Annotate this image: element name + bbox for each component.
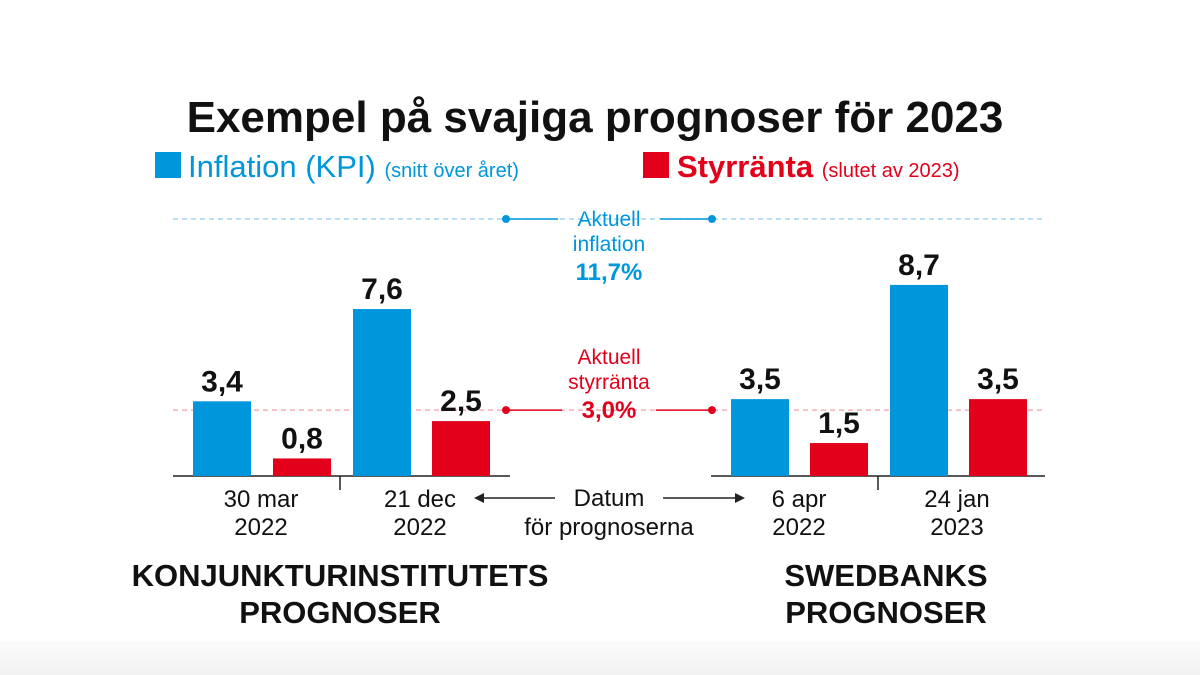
reference-value-styrranta: 3,0% — [582, 397, 637, 424]
x-tick-label: 2023 — [930, 514, 983, 541]
legend-note-styrranta: (slutet av 2023) — [822, 160, 960, 182]
group-title: SWEDBANKS — [784, 558, 987, 593]
legend-note-inflation: (snitt över året) — [384, 160, 518, 182]
x-tick-label: 24 jan — [924, 486, 989, 513]
data-label-styrranta: 2,5 — [440, 385, 482, 418]
group-title: KONJUNKTURINSTITUTETS — [132, 558, 549, 593]
x-tick-label: 2022 — [772, 514, 825, 541]
legend-label-inflation: Inflation — [188, 149, 305, 184]
group-title: PROGNOSER — [239, 595, 441, 630]
connector-dot — [708, 215, 716, 223]
connector-dot — [708, 406, 716, 415]
bar-inflation — [731, 399, 789, 476]
center-note: Datum — [574, 485, 645, 512]
center-note: för prognoserna — [524, 514, 694, 541]
connector-dot — [502, 215, 510, 223]
data-label-inflation: 3,4 — [201, 365, 243, 398]
bar-styrranta — [273, 458, 331, 476]
bar-styrranta — [810, 443, 868, 476]
x-tick-label: 2022 — [234, 514, 287, 541]
reference-label-inflation: Aktuell — [577, 208, 640, 231]
legend-label-styrranta: Styrränta — [677, 149, 822, 184]
bar-inflation — [353, 309, 411, 476]
x-tick-label: 21 dec — [384, 486, 456, 513]
legend-item-inflation: Inflation (KPI) (snitt över året) — [188, 149, 519, 184]
footer-band — [0, 641, 1200, 675]
chart-title: Exempel på svajiga prognoser för 2023 — [187, 93, 1004, 142]
data-label-inflation: 3,5 — [739, 363, 781, 396]
reference-label-inflation: inflation — [573, 233, 645, 256]
x-tick-label: 6 apr — [772, 486, 827, 513]
legend-swatch-styrranta — [643, 152, 669, 178]
reference-label-styrranta: styrränta — [568, 371, 650, 394]
reference-label-styrranta: Aktuell — [577, 346, 640, 369]
data-label-styrranta: 3,5 — [977, 363, 1019, 396]
bar-inflation — [890, 284, 948, 476]
x-tick-label: 2022 — [393, 514, 446, 541]
data-label-inflation: 8,7 — [898, 249, 940, 282]
connector-dot — [502, 406, 510, 415]
legend-swatch-inflation — [155, 152, 181, 178]
legend-item-styrranta: Styrränta (slutet av 2023) — [677, 149, 960, 184]
reference-value-inflation: 11,7% — [576, 259, 643, 286]
arrow-head-right-icon — [735, 493, 745, 503]
bar-styrranta — [969, 399, 1027, 476]
bar-styrranta — [432, 421, 490, 476]
group-title: PROGNOSER — [785, 595, 987, 630]
data-label-styrranta: 1,5 — [818, 407, 860, 440]
bar-inflation — [193, 401, 251, 476]
x-tick-label: 30 mar — [224, 486, 299, 513]
data-label-inflation: 7,6 — [361, 273, 403, 306]
arrow-head-left-icon — [474, 493, 484, 503]
data-label-styrranta: 0,8 — [281, 422, 323, 455]
legend-unit-inflation: (KPI) — [305, 149, 384, 184]
